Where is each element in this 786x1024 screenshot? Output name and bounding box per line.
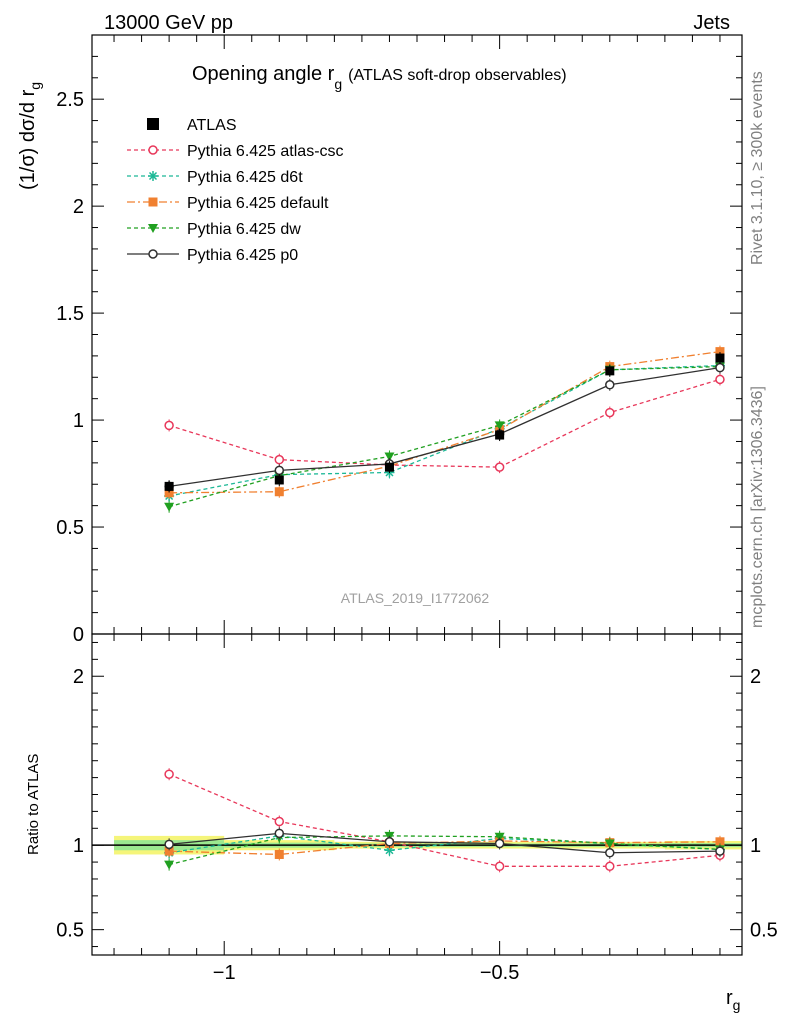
- data-point-main: [274, 475, 284, 485]
- y-tick-label: 2: [73, 196, 84, 218]
- data-point-main: [384, 452, 395, 462]
- data-point-main: [605, 380, 615, 390]
- data-point-main: [715, 347, 725, 357]
- data-point-main: [715, 353, 725, 363]
- data-point-main: [164, 481, 174, 491]
- svg-text:rg: rg: [726, 987, 740, 1013]
- ratio-y-tick-label: 0.5: [56, 920, 84, 942]
- ratio-plot-frame: [91, 633, 743, 956]
- legend-marker: [148, 171, 158, 181]
- legend-label: ATLAS: [187, 117, 237, 134]
- data-point-ratio: [384, 837, 395, 847]
- legend-item: Pythia 6.425 default: [127, 195, 329, 212]
- legend-marker: [148, 197, 158, 207]
- analysis-watermark: ATLAS_2019_I1772062: [341, 590, 490, 606]
- ratio-y-tick-label: 1: [73, 835, 84, 857]
- data-point-main: [605, 407, 615, 418]
- legend-item: Pythia 6.425 d6t: [127, 169, 303, 186]
- y-tick-label: 0: [73, 624, 84, 646]
- data-point-ratio: [715, 837, 725, 847]
- data-point-ratio: [274, 816, 285, 827]
- data-point-ratio: [605, 848, 615, 858]
- legend-label: Pythia 6.425 dw: [187, 221, 301, 238]
- data-point-main: [164, 502, 175, 512]
- data-point-main: [494, 421, 505, 431]
- data-point-ratio: [494, 861, 505, 872]
- data-point-ratio: [164, 860, 175, 870]
- series-atlas: [164, 352, 725, 493]
- ratio-y-tick-label-right: 1: [750, 835, 761, 857]
- series-line-main: [168, 365, 720, 508]
- legend-marker: [148, 224, 158, 233]
- ratio-y-axis-label: Ratio to ATLAS: [25, 754, 42, 855]
- header-right: Jets: [693, 12, 730, 34]
- mcplots-reference-label: mcplots.cern.ch [arXiv:1306.3436]: [749, 386, 766, 628]
- rivet-version-label: Rivet 3.1.10, ≥ 300k events: [749, 71, 766, 265]
- legend-label: Pythia 6.425 atlas-csc: [187, 143, 344, 160]
- data-point-ratio: [715, 846, 725, 856]
- series-line-main: [168, 364, 720, 497]
- data-point-main: [384, 462, 394, 472]
- header-left: 13000 GeV pp: [104, 12, 233, 34]
- legend-item: Pythia 6.425 atlas-csc: [127, 143, 344, 160]
- data-point-ratio: [494, 838, 505, 849]
- data-point-main: [274, 465, 285, 476]
- y-axis-label: (1/σ) dσ/d rg: [17, 82, 43, 190]
- y-tick-label: 0.5: [56, 517, 84, 539]
- data-point-ratio: [604, 839, 615, 849]
- svg-text:Opening angle rg(ATLAS soft-dr: Opening angle rg (ATLAS soft-drop observa…: [192, 63, 567, 92]
- y-tick-label: 1.5: [56, 303, 84, 325]
- legend-item: ATLAS: [147, 117, 237, 134]
- legend-label: Pythia 6.425 default: [187, 195, 329, 212]
- data-point-main: [274, 487, 284, 497]
- data-point-main: [164, 488, 174, 498]
- data-point-ratio: [274, 849, 284, 859]
- chart-title: Opening angle rg (ATLAS soft-drop observa…: [192, 63, 567, 92]
- series-line-ratio: [168, 835, 721, 866]
- data-point-main: [715, 362, 725, 373]
- data-point-main: [494, 462, 505, 472]
- data-point-ratio: [164, 769, 174, 779]
- series-line-ratio: [169, 832, 720, 854]
- data-point-main: [605, 366, 615, 376]
- star-stroke: [148, 171, 158, 181]
- data-point-ratio: [605, 861, 615, 872]
- y-tick-label: 1: [73, 410, 84, 432]
- data-point-main: [164, 420, 174, 431]
- series-pythia-6-425-atlas-csc: [164, 373, 725, 873]
- legend-label: Pythia 6.425 p0: [187, 247, 298, 264]
- y-tick-label: 2.5: [56, 89, 84, 111]
- legend-item: Pythia 6.425 p0: [127, 247, 298, 264]
- series-pythia-6-425-dw: [164, 360, 725, 871]
- x-tick-label: −1: [213, 962, 236, 984]
- data-point-main: [274, 454, 285, 465]
- legend-marker: [147, 118, 159, 130]
- x-tick-label: −0.5: [480, 962, 519, 984]
- data-point-ratio: [274, 828, 285, 839]
- series-line-ratio: [168, 773, 721, 867]
- legend-item: Pythia 6.425 dw: [127, 221, 301, 238]
- legend-marker: [148, 145, 158, 155]
- data-point-main: [715, 374, 725, 385]
- series-pythia-6-425-p0: [164, 361, 725, 859]
- x-axis-label: rg: [726, 987, 740, 1013]
- data-point-ratio: [494, 832, 505, 842]
- svg-text:(1/σ) dσ/d rg: (1/σ) dσ/d rg: [17, 82, 43, 190]
- ratio-y-tick-label: 2: [73, 666, 84, 688]
- data-point-ratio: [164, 839, 174, 850]
- series-line-main: [168, 378, 721, 468]
- ratio-y-tick-label-right: 2: [750, 666, 761, 688]
- data-point-ratio: [164, 846, 174, 856]
- series-line-main: [169, 367, 721, 488]
- legend-label: Pythia 6.425 d6t: [187, 169, 303, 186]
- series-pythia-6-425-d6t: [164, 359, 725, 859]
- data-point-main: [495, 430, 505, 440]
- ratio-y-tick-label-right: 0.5: [750, 920, 778, 942]
- series-line-main: [169, 350, 721, 494]
- legend-marker: [148, 249, 158, 259]
